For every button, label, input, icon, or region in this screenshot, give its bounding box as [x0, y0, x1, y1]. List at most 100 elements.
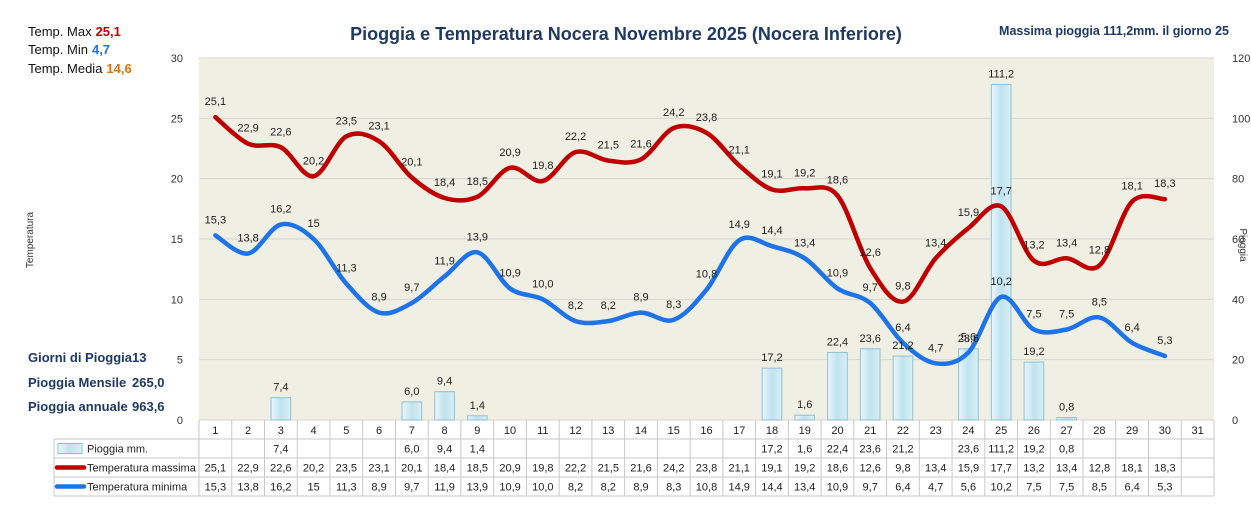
temp-min-data-label: 9,7 — [863, 282, 878, 294]
x-tick-label: 16 — [700, 425, 712, 437]
rain-bar — [827, 351, 848, 421]
rain-bar — [761, 367, 783, 421]
temp-avg-value: 14,6 — [106, 61, 132, 76]
y-tick-left: 0 — [177, 415, 183, 427]
y-tick-left: 20 — [171, 174, 183, 186]
table-cell: 23,5 — [336, 463, 357, 475]
table-cell: 17,2 — [761, 444, 782, 456]
temp-max-data-label: 19,2 — [794, 167, 815, 179]
rain-bar — [794, 414, 816, 421]
table-row-label: Temperatura massima — [87, 463, 197, 475]
table-cell: 16,2 — [270, 482, 291, 494]
temp-min-data-label: 10,8 — [696, 269, 717, 281]
y-tick-right: 100 — [1232, 113, 1250, 125]
table-cell: 4,7 — [928, 482, 943, 494]
rain-days-summary: Giorni di Pioggia 13 — [28, 350, 146, 365]
rain-bar — [434, 391, 455, 421]
temp-min-data-label: 13,4 — [794, 237, 815, 249]
x-tick-label: 25 — [995, 425, 1007, 437]
y-tick-left: 10 — [171, 294, 183, 306]
temp-min-data-label: 8,9 — [371, 292, 386, 304]
temp-max-data-label: 19,1 — [761, 169, 782, 181]
x-tick-label: 19 — [799, 425, 811, 437]
table-cell: 24,2 — [663, 463, 684, 475]
x-tick-label: 22 — [897, 425, 909, 437]
temp-min-data-label: 7,5 — [1026, 309, 1041, 321]
table-cell: 10,0 — [532, 482, 553, 494]
x-tick-label: 20 — [831, 425, 843, 437]
temp-max-data-label: 18,3 — [1154, 178, 1175, 190]
x-tick-label: 27 — [1061, 425, 1073, 437]
table-cell: 6,0 — [404, 444, 419, 456]
rain-year-summary: Pioggia annuale 963,6 — [28, 399, 165, 414]
table-cell: 10,8 — [696, 482, 717, 494]
temp-max-data-label: 22,9 — [237, 123, 258, 135]
temp-min-data-label: 7,5 — [1059, 309, 1074, 321]
x-tick-label: 31 — [1192, 425, 1204, 437]
rain-days-label: Giorni di Pioggia — [28, 350, 132, 365]
temp-max-line — [213, 114, 1168, 304]
x-tick-label: 23 — [930, 425, 942, 437]
rain-data-label: 17,2 — [761, 352, 782, 364]
table-cell: 9,7 — [404, 482, 419, 494]
table-cell: 8,2 — [601, 482, 616, 494]
temp-max-data-label: 22,6 — [270, 126, 291, 138]
table-cell: 8,5 — [1092, 482, 1107, 494]
max-rain-note: Massima pioggia 111,2mm. il giorno 25 — [999, 24, 1229, 38]
table-cell: 13,4 — [925, 463, 946, 475]
table-cell: 23,8 — [696, 463, 717, 475]
rain-bar — [1023, 361, 1045, 421]
y-tick-left: 5 — [177, 355, 183, 367]
temp-min-data-label: 14,4 — [761, 225, 782, 237]
chart-title: Pioggia e Temperatura Nocera Novembre 20… — [350, 24, 902, 44]
x-tick-label: 14 — [635, 425, 647, 437]
y-tick-right: 40 — [1232, 294, 1244, 306]
rain-bar — [990, 84, 1012, 421]
table-cell: 1,6 — [797, 444, 812, 456]
table-cell: 23,1 — [368, 463, 389, 475]
table-cell: 14,4 — [761, 482, 782, 494]
rain-data-label: 1,4 — [470, 400, 485, 412]
table-cell: 8,2 — [568, 482, 583, 494]
rain-data-label: 0,8 — [1059, 402, 1074, 414]
table-cell: 13,9 — [467, 482, 488, 494]
temp-max-data-label: 18,4 — [434, 177, 455, 189]
x-tick-label: 2 — [245, 425, 251, 437]
x-tick-label: 6 — [376, 425, 382, 437]
table-cell: 8,3 — [666, 482, 681, 494]
x-tick-label: 30 — [1159, 425, 1171, 437]
x-tick-label: 24 — [962, 425, 974, 437]
rain-data-label: 22,4 — [827, 336, 848, 348]
table-cell: 19,2 — [794, 463, 815, 475]
table-cell: 13,4 — [794, 482, 815, 494]
rain-bar — [892, 355, 914, 421]
x-tick-label: 4 — [311, 425, 317, 437]
temp-min-data-label: 11,3 — [336, 263, 357, 275]
rain-bar — [1056, 417, 1077, 421]
temp-min-data-label: 10,9 — [827, 267, 848, 279]
x-tick-label: 11 — [537, 425, 548, 437]
table-cell: 15,9 — [958, 463, 979, 475]
temp-min-data-label: 10,2 — [990, 276, 1011, 288]
temp-max-data-label: 24,2 — [663, 107, 684, 119]
rain-data-label: 6,0 — [404, 386, 419, 398]
temp-max-label: Temp. Max — [28, 24, 92, 39]
temp-max-data-label: 15,9 — [958, 207, 979, 219]
table-cell: 13,2 — [1023, 463, 1044, 475]
rain-year-label: Pioggia annuale — [28, 399, 128, 414]
table-cell: 5,3 — [1157, 482, 1172, 494]
temp-max-data-label: 18,5 — [467, 176, 488, 188]
temp-max-data-label: 21,5 — [598, 140, 619, 152]
temp-avg-summary: Temp. Media 14,6 — [28, 61, 132, 76]
temp-min-value: 4,7 — [91, 42, 111, 57]
x-tick-label: 13 — [602, 425, 614, 437]
rain-data-label: 23,6 — [958, 333, 979, 345]
x-tick-label: 21 — [864, 425, 876, 437]
temp-max-data-label: 23,5 — [336, 115, 357, 127]
table-cell: 18,1 — [1121, 463, 1142, 475]
table-cell: 9,7 — [863, 482, 878, 494]
x-tick-label: 8 — [442, 425, 448, 437]
table-cell: 0,8 — [1059, 444, 1074, 456]
y-tick-left: 25 — [171, 113, 183, 125]
temp-min-data-label: 8,9 — [633, 292, 648, 304]
